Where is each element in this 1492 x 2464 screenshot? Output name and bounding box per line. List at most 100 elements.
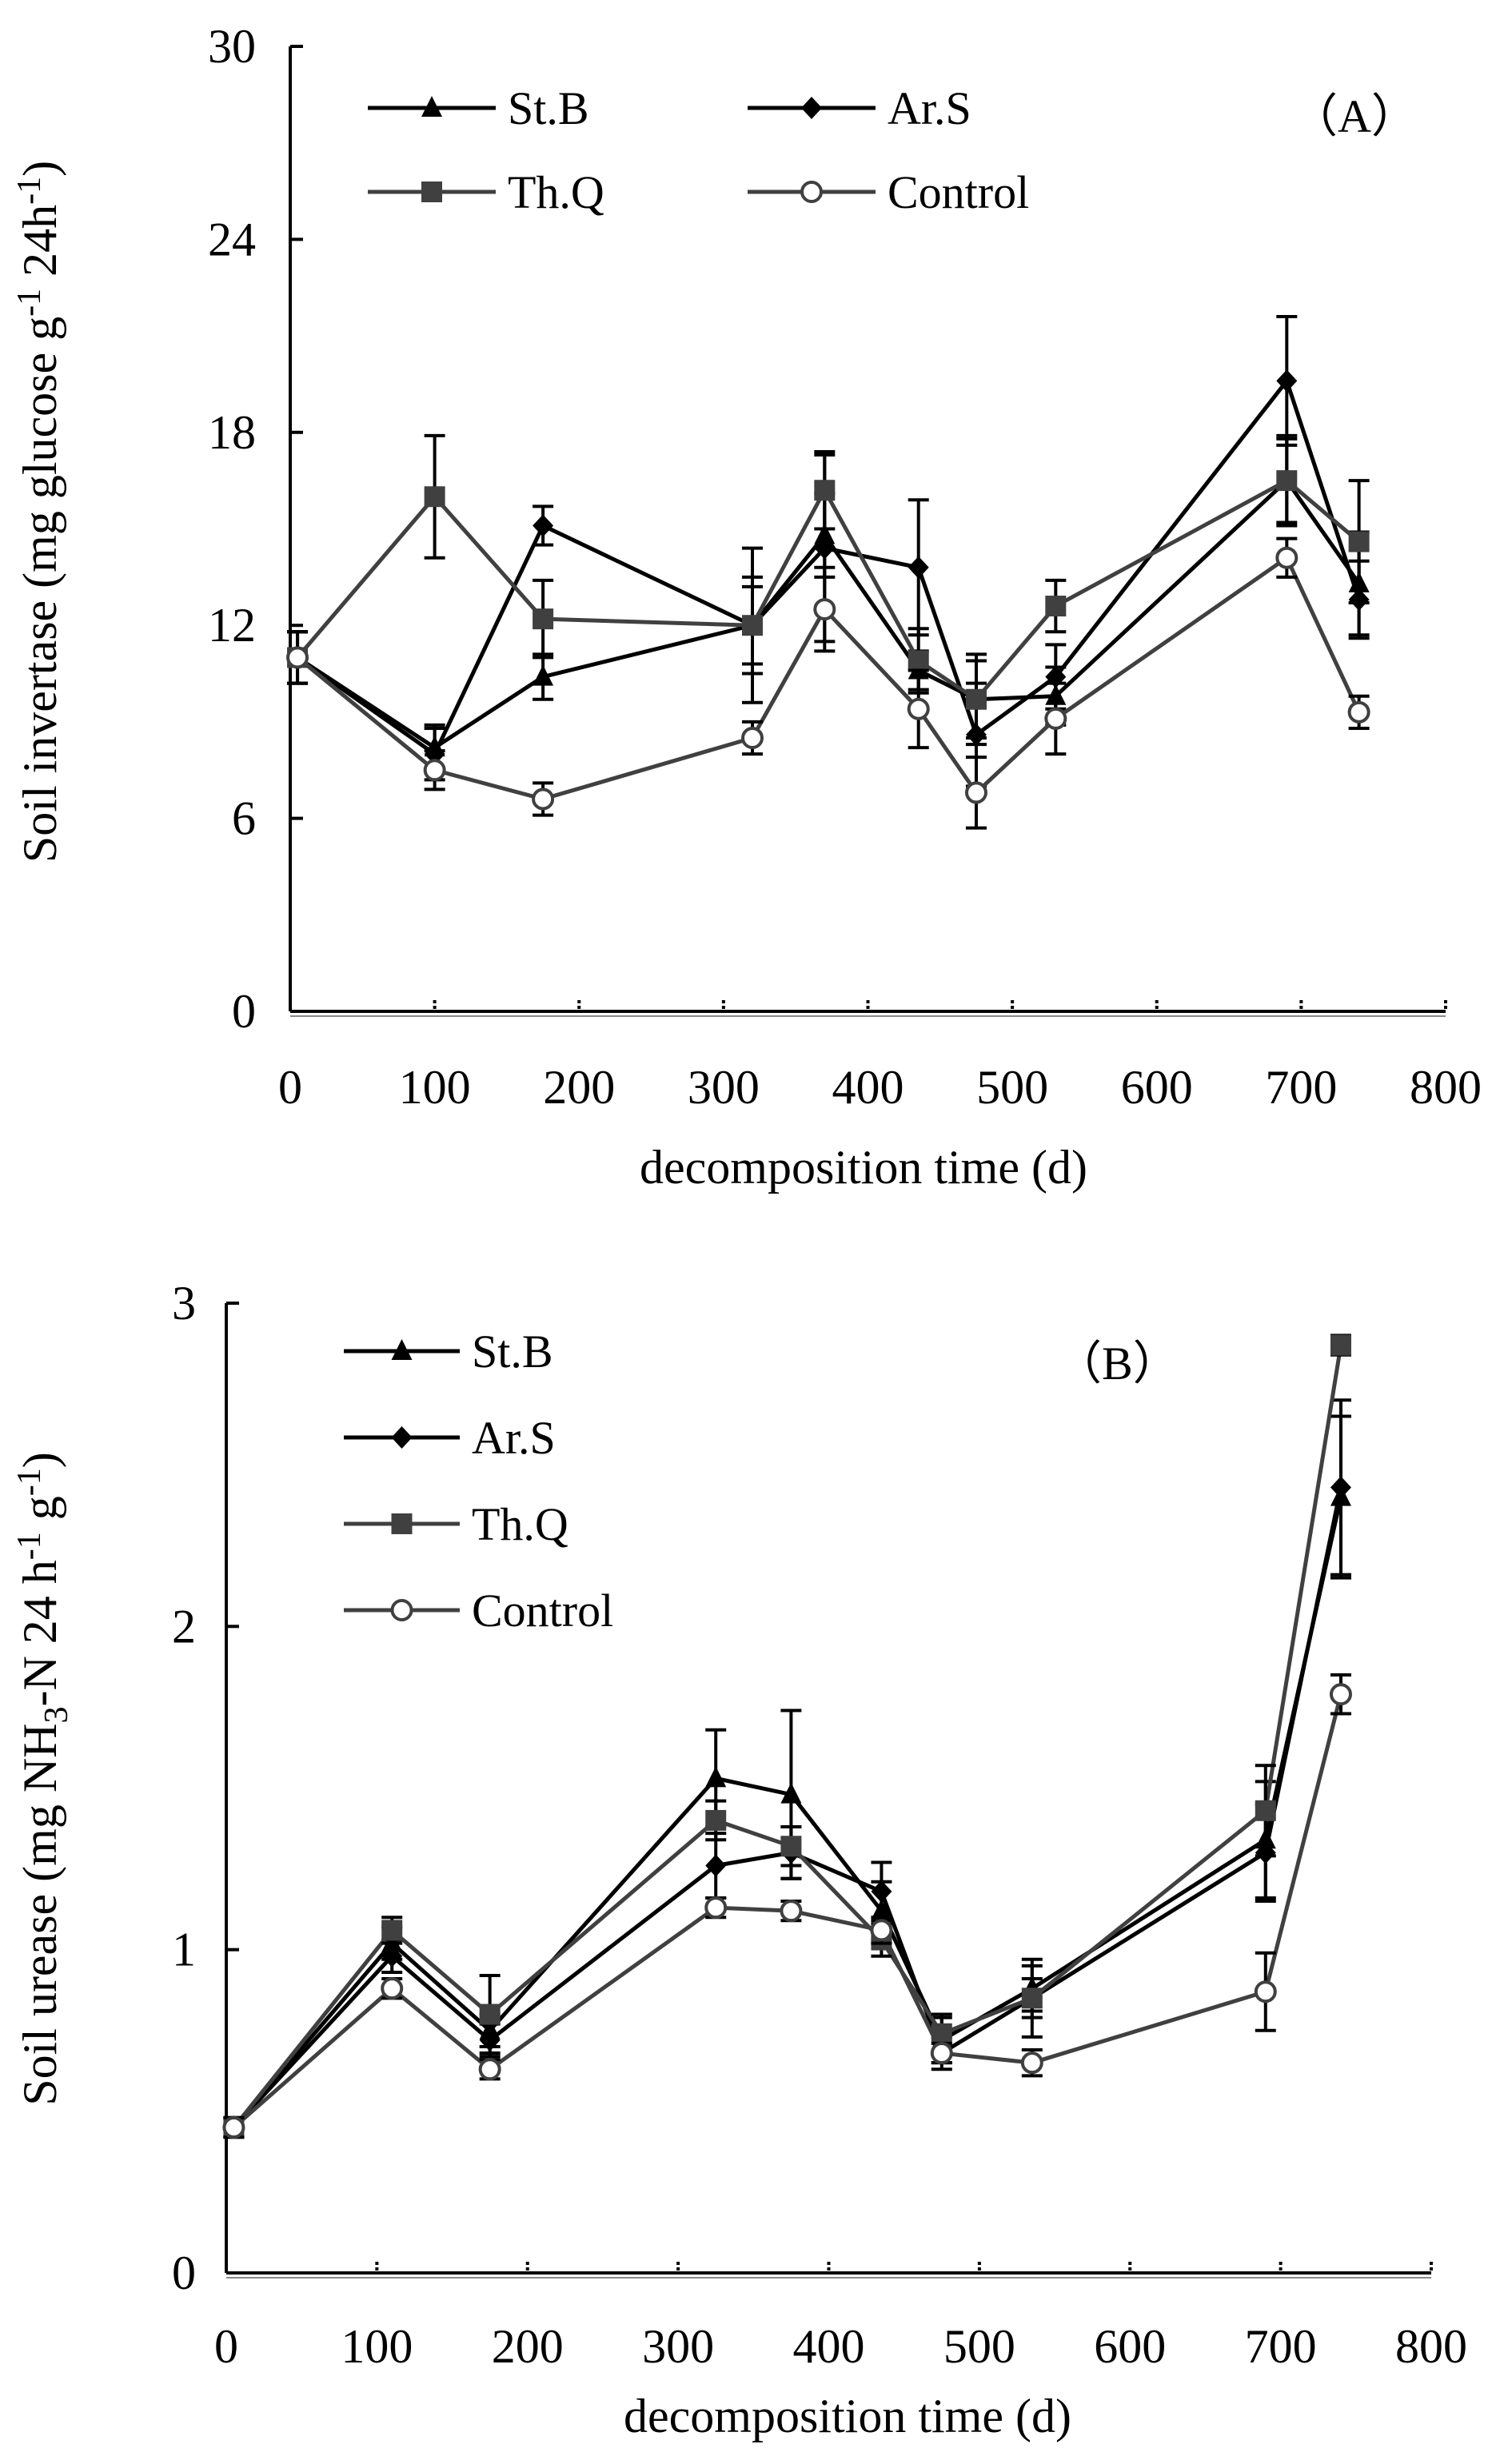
series-line-b [232,1345,1343,2129]
x-tick-label-a: 800 [1410,1061,1482,1114]
data-point-b [780,1836,802,1857]
legend-label-b: Th.Q [472,1498,568,1550]
y-axis-title-b: Soil urease (mg NH3-N 24 h-1 g-1) [11,1452,75,2106]
data-point-a [1347,700,1370,724]
data-point-a [813,598,836,621]
data-point-b [381,1920,403,1941]
data-point-a [814,480,836,501]
legend-marker-a [801,97,822,119]
x-tick-label-b: 800 [1395,2320,1467,2373]
series-ars-b [223,1398,1351,2139]
x-tick-label-b: 200 [492,2320,564,2373]
x-tick-label-b: 500 [943,2320,1015,2373]
panel-label-a: （A） [1291,90,1418,142]
data-point-b [1254,1980,1277,2003]
x-tick-label-a: 300 [688,1061,760,1114]
data-point-b [381,1944,403,1968]
x-tick-label-b: 400 [793,2320,865,2373]
x-tick-label-b: 300 [642,2320,714,2373]
y-tick-label-a: 12 [208,599,256,652]
y-tick-label-b: 0 [172,2247,196,2299]
series-line-b [232,1693,1343,2129]
data-point-a [286,646,309,669]
data-point-b [871,1880,892,1903]
legend-label-b: Control [472,1585,613,1637]
series-line-a [296,377,1361,757]
series-line-a [296,478,1361,703]
chart-panel-b: Soil urease (mg NH3-N 24 h-1 g-1) decomp… [11,1277,1467,2442]
data-point-b [1255,1800,1276,1821]
data-point-a [741,727,764,750]
chart-panel-a: Soil invertase (mg glucose g-1 24h-1) de… [11,20,1482,1194]
x-tick-label-b: 100 [341,2320,413,2373]
data-point-b [478,2058,501,2081]
data-point-b [1021,1988,1043,2009]
series-line-b [232,1497,1343,2129]
legend-marker-a [421,181,442,202]
x-tick-label-a: 0 [278,1061,302,1114]
y-tick-label-a: 18 [208,406,256,459]
panel-label-b: （B） [1055,1338,1179,1389]
data-point-a [1045,596,1067,617]
data-point-b [780,1782,802,1804]
legend-label-a: St.B [508,82,589,134]
legend-label-a: Control [888,166,1029,218]
legend-b: St.B Ar.S Th.Q Control [344,1326,613,1637]
x-tick-label-b: 700 [1245,2320,1317,2373]
data-point-b [1020,2051,1043,2075]
legend-label-a: Ar.S [888,82,971,134]
y-tick-label-b: 1 [172,1924,196,1976]
y-tick-label-b: 3 [172,1277,196,1330]
y-tick-label-b: 2 [172,1600,196,1653]
series-line-a [296,477,1361,751]
data-point-a [533,514,554,537]
data-point-b [381,1977,404,2000]
data-point-a [814,536,836,560]
data-point-a [908,556,929,579]
legend-marker-a [421,96,442,117]
series-line-b [232,1486,1343,2129]
data-point-b [780,1900,803,1923]
data-point-a [1275,546,1299,569]
data-point-a [533,608,554,630]
y-tick-label-a: 0 [232,985,256,1038]
series-control-b [222,1673,1352,2139]
x-axis-title-a: decomposition time (d) [640,1141,1087,1194]
x-tick-label-b: 600 [1094,2320,1166,2373]
series-ars-a [287,314,1370,788]
x-tick-label-b: 0 [214,2320,238,2373]
data-point-b [705,1766,727,1788]
x-tick-label-a: 500 [976,1061,1048,1114]
data-point-a [532,787,555,811]
y-tick-label-a: 6 [232,792,256,845]
series-line-a [296,554,1361,802]
data-point-b [1330,1476,1351,1499]
series-thq-a [287,433,1370,747]
y-axis-title-a: Soil invertase (mg glucose g-1 24h-1) [11,161,66,863]
data-point-a [908,650,929,672]
legend-marker-b [391,1426,413,1449]
data-point-b [705,1809,727,1831]
data-point-a [1276,470,1298,492]
data-point-a [1348,531,1370,552]
y-tick-label-a: 24 [208,213,256,265]
legend-marker-b [390,1599,413,1621]
data-point-b [1330,1334,1351,1356]
x-tick-label-a: 100 [399,1061,471,1114]
data-point-a [907,697,930,720]
data-point-a [533,664,554,686]
data-point-b [705,1854,727,1877]
data-point-a [964,781,987,804]
legend-a: St.B Ar.S Th.Q Control [368,82,1029,218]
legend-label-b: St.B [472,1326,553,1378]
data-point-a [1276,369,1298,393]
data-point-b [704,1896,728,1920]
x-tick-label-a: 400 [832,1061,904,1114]
series-control-a [286,536,1370,830]
legend-label-a: Th.Q [508,166,604,218]
data-point-b [870,1919,893,1942]
legend-marker-a [800,181,823,203]
data-point-a [965,688,987,710]
y-tick-label-a: 30 [208,20,256,73]
